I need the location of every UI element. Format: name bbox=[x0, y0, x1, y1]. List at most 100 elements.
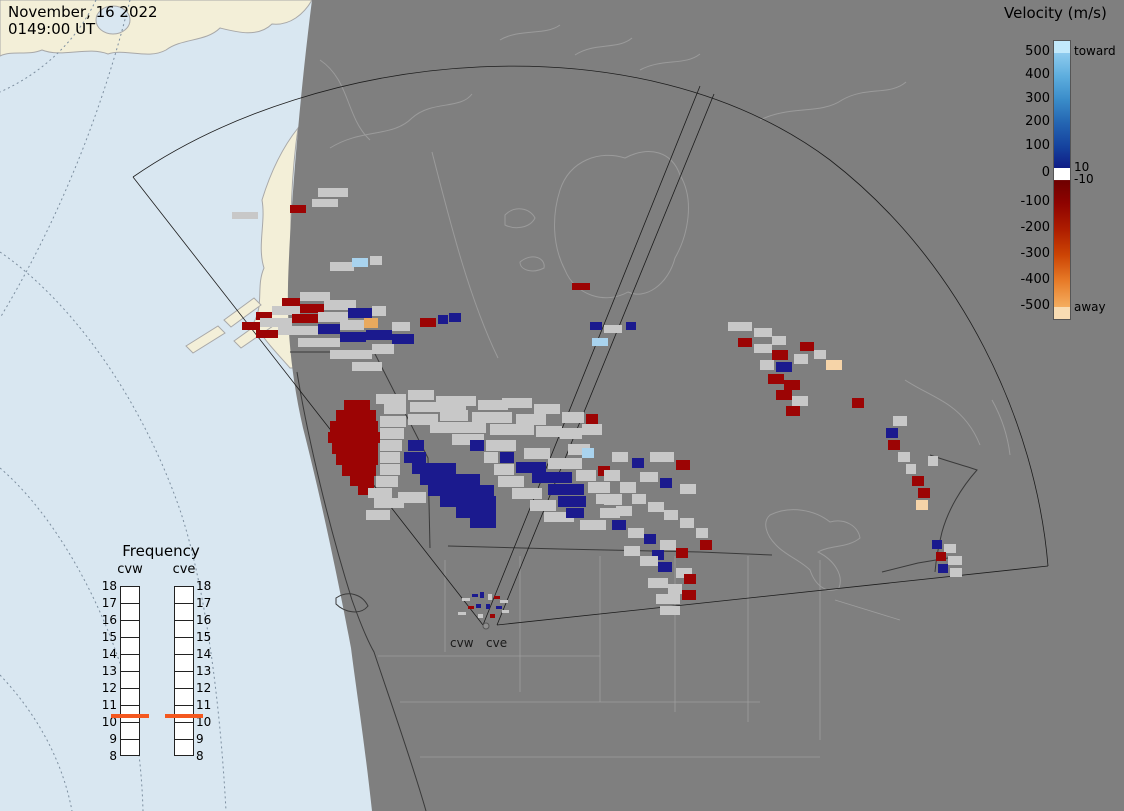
velocity-cell bbox=[648, 578, 668, 588]
velocity-cell bbox=[340, 320, 364, 330]
velocity-tick-label: 100 bbox=[1025, 138, 1050, 153]
velocity-cell bbox=[560, 458, 582, 469]
frequency-cell bbox=[121, 638, 139, 655]
velocity-cell bbox=[776, 390, 792, 400]
velocity-cell bbox=[576, 470, 596, 481]
velocity-cell bbox=[612, 452, 628, 462]
velocity-cell bbox=[632, 458, 644, 468]
velocity-cell bbox=[498, 476, 524, 487]
velocity-cell bbox=[684, 574, 696, 584]
velocity-tick-label: -300 bbox=[1020, 246, 1050, 261]
frequency-cell bbox=[121, 621, 139, 638]
velocity-cell bbox=[738, 338, 752, 347]
frequency-tick-label: 16 bbox=[101, 613, 117, 627]
frequency-tick-label: 18 bbox=[196, 579, 212, 593]
time-line: 0149:00 UT bbox=[8, 20, 96, 38]
velocity-cell bbox=[852, 398, 864, 408]
frequency-legend: Frequency cvw cve 18 17 16 15 14 13 12 11 10 9 8 1… bbox=[95, 540, 230, 788]
frequency-tick-label: 14 bbox=[196, 647, 212, 661]
velocity-cell bbox=[656, 594, 680, 604]
velocity-cell bbox=[548, 484, 584, 495]
velocity-cell bbox=[290, 205, 306, 213]
velocity-cell bbox=[340, 332, 366, 342]
velocity-cell bbox=[330, 350, 372, 359]
velocity-cell bbox=[644, 534, 656, 544]
frequency-marker-cve bbox=[165, 714, 203, 718]
frequency-cell bbox=[175, 604, 193, 621]
velocity-cell bbox=[380, 416, 406, 427]
velocity-cell bbox=[490, 614, 495, 618]
velocity-cell bbox=[380, 440, 402, 451]
frequency-tick-label: 11 bbox=[101, 698, 117, 712]
velocity-tick-label: 10 bbox=[1074, 160, 1090, 174]
velocity-cell bbox=[438, 315, 448, 324]
frequency-cell bbox=[175, 740, 193, 757]
velocity-cell bbox=[600, 508, 620, 518]
velocity-cell bbox=[380, 464, 400, 475]
velocity-cell bbox=[536, 426, 562, 437]
velocity-cell bbox=[348, 308, 372, 318]
frequency-tick-label: 15 bbox=[196, 630, 212, 644]
velocity-cell bbox=[680, 484, 696, 494]
velocity-cell bbox=[590, 322, 602, 330]
velocity-cell bbox=[588, 482, 610, 493]
velocity-cell bbox=[318, 324, 340, 334]
velocity-cell bbox=[328, 432, 380, 443]
frequency-tick-label: 17 bbox=[196, 596, 212, 610]
velocity-cell bbox=[398, 492, 426, 503]
frequency-cell bbox=[121, 672, 139, 689]
frequency-cell bbox=[121, 604, 139, 621]
velocity-cell bbox=[754, 344, 772, 353]
velocity-cell bbox=[330, 421, 378, 432]
velocity-cell bbox=[624, 546, 640, 556]
velocity-cell bbox=[476, 604, 481, 608]
frequency-bar-cvw bbox=[120, 586, 140, 756]
velocity-cell bbox=[772, 350, 788, 360]
velocity-cell bbox=[452, 434, 484, 445]
velocity-cell bbox=[948, 556, 962, 565]
velocity-colorbar bbox=[1053, 40, 1071, 320]
velocity-cell bbox=[318, 312, 348, 322]
velocity-cell bbox=[568, 444, 590, 455]
velocity-cell bbox=[440, 496, 496, 507]
frequency-tick-label: 12 bbox=[101, 681, 117, 695]
velocity-cell bbox=[612, 520, 626, 530]
velocity-cell bbox=[260, 318, 292, 327]
velocity-cell bbox=[562, 412, 584, 423]
frequency-tick-label: 13 bbox=[196, 664, 212, 678]
frequency-bar-cve bbox=[174, 586, 194, 756]
velocity-cell bbox=[604, 470, 620, 481]
velocity-cell bbox=[754, 328, 772, 337]
geo-outlines-light bbox=[319, 24, 1011, 591]
velocity-cell bbox=[932, 540, 942, 549]
velocity-cell bbox=[374, 498, 404, 508]
velocity-cell bbox=[470, 518, 496, 528]
velocity-cell bbox=[392, 334, 414, 344]
frequency-cell bbox=[121, 723, 139, 740]
radar-site-marker bbox=[482, 622, 490, 630]
velocity-cell bbox=[380, 452, 400, 463]
velocity-cell bbox=[256, 330, 278, 338]
velocity-cell bbox=[676, 460, 690, 470]
velocity-cell bbox=[626, 322, 636, 330]
velocity-cell bbox=[918, 488, 930, 498]
velocity-tick-label: 400 bbox=[1025, 67, 1050, 82]
velocity-cell bbox=[888, 440, 900, 450]
velocity-cell bbox=[486, 440, 516, 451]
frequency-tick-label: 13 bbox=[101, 664, 117, 678]
velocity-cell bbox=[500, 600, 508, 603]
velocity-cell bbox=[893, 416, 907, 426]
velocity-cell bbox=[928, 456, 938, 466]
velocity-cell bbox=[496, 606, 502, 609]
velocity-cell bbox=[826, 360, 842, 370]
velocity-cell bbox=[912, 476, 924, 486]
velocity-cell bbox=[282, 298, 300, 306]
frequency-marker-cvw bbox=[111, 714, 149, 718]
frequency-cell bbox=[175, 706, 193, 723]
velocity-cell bbox=[898, 452, 910, 462]
velocity-cell bbox=[232, 212, 258, 219]
velocity-cell bbox=[272, 306, 300, 315]
velocity-cell bbox=[376, 394, 406, 404]
velocity-cell bbox=[470, 440, 484, 451]
